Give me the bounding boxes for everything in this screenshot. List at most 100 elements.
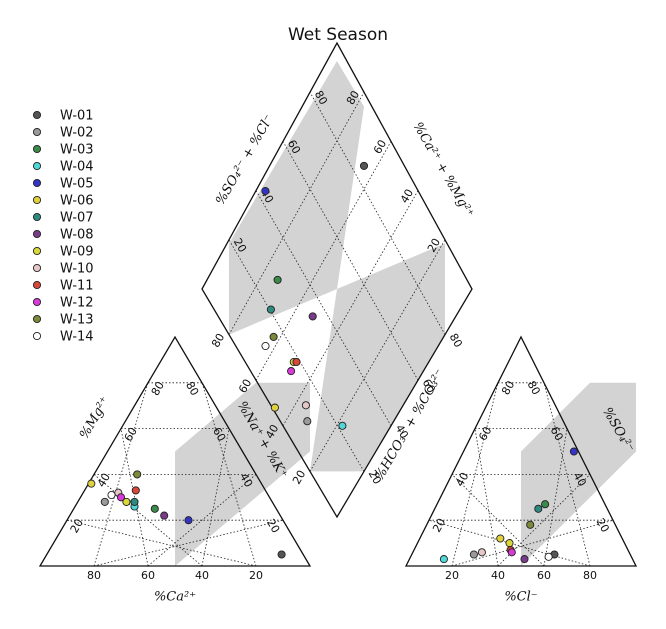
diamond-lower-right-tick-2: 60 bbox=[420, 377, 438, 396]
anion-right-tick-3: 80 bbox=[525, 379, 543, 398]
point-anion-w-07 bbox=[534, 504, 543, 513]
diamond-grid-a-3 bbox=[309, 92, 446, 335]
diamond-grid-b-0 bbox=[309, 239, 446, 472]
cation-bottom-tick-1: 60 bbox=[141, 569, 155, 582]
point-cation-w-14 bbox=[107, 490, 116, 500]
anion-left-tick-2: 60 bbox=[476, 424, 494, 443]
anion-triangle bbox=[404, 335, 638, 567]
cation-grid-a-1 bbox=[120, 428, 149, 567]
legend-label-w-10: W-10 bbox=[60, 262, 94, 277]
point-cation-w-08 bbox=[160, 511, 169, 520]
cation-bottom-tick-2: 40 bbox=[195, 569, 209, 582]
point-anion-w-14 bbox=[544, 552, 553, 561]
point-cation-w-09 bbox=[122, 497, 131, 506]
point-diamond-w-13 bbox=[269, 332, 278, 341]
point-cation-w-03 bbox=[150, 504, 159, 513]
cation-grid-b-0 bbox=[93, 519, 284, 567]
point-cation-w-12 bbox=[116, 493, 126, 502]
anion-shading-upper bbox=[521, 382, 636, 452]
diamond-upper-left-tick-3: 80 bbox=[312, 88, 330, 107]
cation-right-tick-1: 40 bbox=[237, 471, 255, 490]
point-diamond-w-08 bbox=[308, 312, 317, 321]
cation-grid-a-3 bbox=[66, 519, 257, 567]
diamond-upper-right-tick-3: 80 bbox=[344, 88, 362, 107]
point-anion-w-12 bbox=[507, 548, 516, 557]
legend-label-w-05: W-05 bbox=[60, 177, 94, 192]
point-cation-w-06 bbox=[87, 479, 96, 488]
point-cation-w-05 bbox=[184, 516, 193, 525]
chart-title: Wet Season bbox=[288, 25, 388, 45]
diamond-upper-left-tick-0: 20 bbox=[231, 236, 249, 255]
legend-marker-w-05 bbox=[32, 178, 42, 188]
legend-marker-w-01 bbox=[32, 110, 42, 120]
anion-bottom-tick-1: 40 bbox=[491, 569, 505, 582]
point-diamond-w-02 bbox=[303, 417, 312, 426]
legend: W-01 W-02 W-03 W-04 W-05 W-06 W-07 W-08 W-09 W-10… bbox=[32, 109, 94, 345]
diamond-upper-right-tick-1: 40 bbox=[398, 187, 416, 206]
cation-left-tick-1: 40 bbox=[95, 471, 113, 490]
legend-label-w-11: W-11 bbox=[60, 279, 94, 294]
legend-label-w-03: W-03 bbox=[60, 143, 94, 158]
point-diamond-w-05 bbox=[261, 186, 270, 196]
point-diamond-w-06 bbox=[270, 403, 279, 412]
sample-points bbox=[87, 161, 578, 564]
shaded-regions bbox=[175, 61, 636, 566]
point-anion-w-05 bbox=[569, 447, 578, 456]
legend-label-w-06: W-06 bbox=[60, 194, 94, 209]
legend-label-w-07: W-07 bbox=[60, 211, 94, 226]
legend-marker-w-06 bbox=[32, 195, 42, 205]
point-anion-w-09 bbox=[505, 539, 514, 548]
cation-grid-b-1 bbox=[147, 474, 257, 567]
tick-labels: 80 20 60 40 40 60 20 80 20 40 60 80 20 40 60 80 20 40 60 80… bbox=[68, 88, 612, 582]
cation-bottom-tick-3: 20 bbox=[249, 569, 263, 582]
legend-marker-w-13 bbox=[32, 314, 42, 324]
cation-triangle bbox=[38, 335, 312, 567]
legend-label-w-04: W-04 bbox=[60, 160, 94, 175]
legend-marker-w-08 bbox=[32, 229, 42, 239]
anion-grid-a-2 bbox=[451, 474, 545, 567]
point-anion-w-06 bbox=[496, 534, 505, 543]
legend-label-w-02: W-02 bbox=[60, 126, 94, 141]
anion-shading-lower bbox=[521, 451, 636, 566]
point-cation-w-13 bbox=[133, 470, 142, 479]
cation-shading-lower bbox=[175, 451, 310, 566]
point-anion-w-08 bbox=[520, 555, 529, 564]
diamond-lower-left-tick-3: 80 bbox=[209, 331, 227, 350]
diamond-lower-right-tick-3: 80 bbox=[447, 331, 465, 350]
legend-marker-w-11 bbox=[32, 280, 42, 290]
diamond-upper-right-tick-0: 20 bbox=[425, 236, 443, 255]
cation-x-axis-label: %Ca²⁺ bbox=[154, 590, 196, 605]
diamond-shading-upper bbox=[229, 61, 364, 335]
point-diamond-w-01 bbox=[359, 161, 369, 170]
cation-right-tick-0: 20 bbox=[264, 517, 282, 536]
cation-left-tick-0: 20 bbox=[68, 517, 86, 536]
point-cation-w-07 bbox=[130, 497, 139, 506]
cation-grid-a-0 bbox=[93, 382, 149, 567]
diamond-grid-a-2 bbox=[282, 141, 419, 381]
triangle-frames bbox=[38, 41, 638, 567]
anion-left-tick-0: 20 bbox=[430, 516, 448, 535]
legend-marker-w-07 bbox=[32, 212, 42, 222]
cation-left-tick-2: 60 bbox=[122, 425, 140, 444]
anion-right-tick-2: 60 bbox=[548, 424, 566, 443]
cation-right-tick-3: 80 bbox=[183, 379, 201, 398]
diamond-lower-left-tick-2: 60 bbox=[236, 377, 254, 396]
cation-left-axis-label: %Mg²⁺ bbox=[77, 394, 113, 441]
cation-shading-upper bbox=[175, 382, 310, 452]
legend-label-w-13: W-13 bbox=[60, 313, 94, 328]
point-diamond-w-04 bbox=[338, 421, 347, 430]
point-anion-w-10 bbox=[477, 548, 486, 557]
legend-marker-w-14 bbox=[32, 331, 42, 341]
point-anion-w-03 bbox=[541, 500, 550, 509]
cation-bottom-tick-0: 80 bbox=[87, 569, 101, 582]
point-diamond-w-07 bbox=[266, 305, 275, 314]
cation-right-tick-2: 60 bbox=[210, 425, 228, 444]
anion-grid-a-1 bbox=[474, 428, 499, 567]
legend-marker-w-04 bbox=[32, 161, 42, 171]
anion-bottom-tick-0: 20 bbox=[445, 569, 459, 582]
anion-right-tick-1: 40 bbox=[571, 470, 589, 489]
point-anion-w-02 bbox=[469, 550, 478, 559]
anion-x-axis-label: %Cl⁻ bbox=[504, 590, 537, 605]
legend-marker-w-09 bbox=[32, 246, 42, 256]
legend-marker-w-03 bbox=[32, 144, 42, 154]
